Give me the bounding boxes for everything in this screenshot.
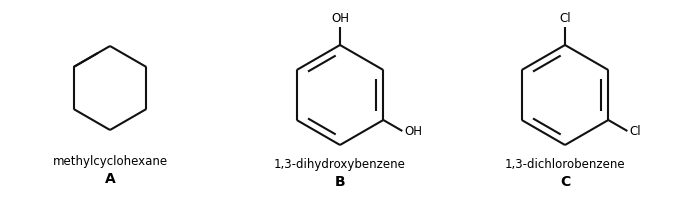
Text: 1,3-dichlorobenzene: 1,3-dichlorobenzene	[505, 158, 626, 171]
Text: C: C	[560, 175, 570, 189]
Text: 1,3-dihydroxybenzene: 1,3-dihydroxybenzene	[274, 158, 406, 171]
Text: B: B	[335, 175, 346, 189]
Text: OH: OH	[404, 124, 422, 138]
Text: A: A	[104, 172, 115, 186]
Text: Cl: Cl	[559, 12, 571, 25]
Text: Cl: Cl	[629, 124, 641, 138]
Text: methylcyclohexane: methylcyclohexane	[53, 155, 167, 168]
Text: OH: OH	[331, 12, 349, 25]
